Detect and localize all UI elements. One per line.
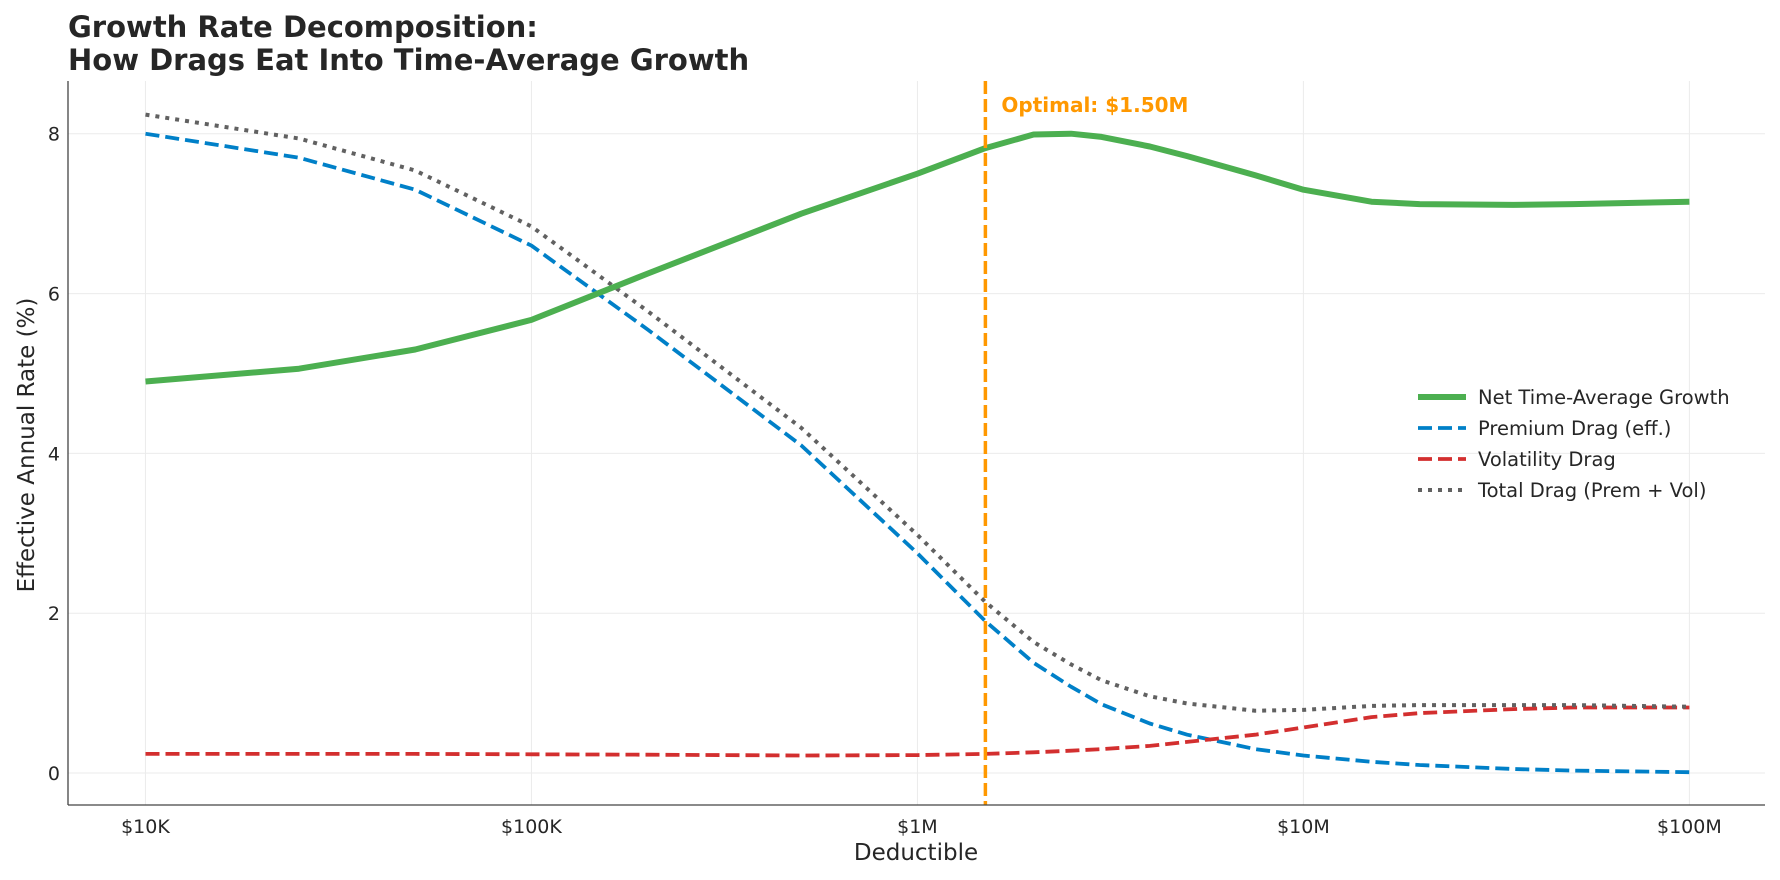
y-tick-label: 6 (48, 284, 60, 306)
legend-label: Premium Drag (eff.) (1478, 417, 1671, 440)
legend-label: Volatility Drag (1478, 448, 1616, 471)
x-tick-label: $100M (1657, 816, 1722, 838)
series-line-net-time-average-growth (145, 130, 1690, 385)
legend-label: Total Drag (Prem + Vol) (1477, 479, 1706, 502)
grid (68, 81, 1765, 805)
x-axis-label: Deductible (854, 840, 978, 866)
x-tick-label: $10K (121, 816, 170, 838)
axes (67, 81, 1765, 806)
legend: Net Time-Average Growth Premium Drag (eff… (1418, 386, 1730, 502)
ticks: $10K $100K $1M $10M $100M 0 2 4 6 8 (48, 124, 1722, 838)
series-line-premium-drag-eff (145, 131, 1690, 775)
x-tick-label: $1M (897, 816, 938, 838)
y-tick-label: 8 (48, 124, 60, 146)
legend-label: Net Time-Average Growth (1478, 386, 1730, 409)
optimal-line-group: Optimal: $1.50M (983, 81, 1188, 805)
chart-title-line-1: Growth Rate Decomposition: (68, 10, 538, 44)
y-axis-label: Effective Annual Rate (%) (14, 298, 40, 593)
y-tick-label: 0 (48, 763, 60, 785)
chart-title-line-2: How Drags Eat Into Time-Average Growth (68, 43, 749, 77)
x-tick-label: $10M (1277, 816, 1330, 838)
y-tick-label: 4 (48, 443, 60, 465)
series-lines (145, 112, 1690, 775)
series-line-volatility-drag (145, 705, 1690, 758)
x-tick-label: $100K (501, 816, 562, 838)
optimal-label: Optimal: $1.50M (1001, 93, 1188, 117)
y-tick-label: 2 (48, 603, 60, 625)
